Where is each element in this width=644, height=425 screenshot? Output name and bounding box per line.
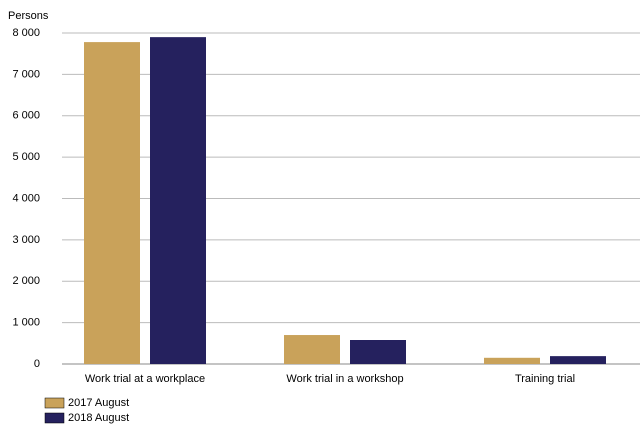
legend-label: 2017 August	[68, 397, 129, 409]
y-tick-label: 5 000	[12, 151, 40, 163]
bar	[150, 37, 206, 364]
y-tick-label: 2 000	[12, 275, 40, 287]
y-tick-label: 0	[34, 358, 40, 370]
bar	[284, 335, 340, 364]
legend-swatch	[44, 397, 65, 409]
y-axis-label: Persons	[8, 10, 49, 22]
x-tick-label: Training trial	[515, 373, 575, 385]
y-tick-label: 3 000	[12, 234, 40, 246]
y-tick-label: 8 000	[12, 27, 40, 39]
legend-swatch	[44, 412, 65, 424]
y-tick-label: 7 000	[12, 68, 40, 80]
bar	[84, 42, 140, 364]
y-tick-label: 6 000	[12, 110, 40, 122]
x-tick-label: Work trial in a workshop	[286, 373, 403, 385]
y-tick-label: 1 000	[12, 317, 40, 329]
bar	[484, 357, 540, 364]
y-tick-label: 4 000	[12, 192, 40, 204]
legend-label: 2018 August	[68, 412, 129, 424]
bar	[350, 340, 406, 364]
x-tick-label: Work trial at a workplace	[85, 373, 205, 385]
bar	[550, 356, 606, 364]
